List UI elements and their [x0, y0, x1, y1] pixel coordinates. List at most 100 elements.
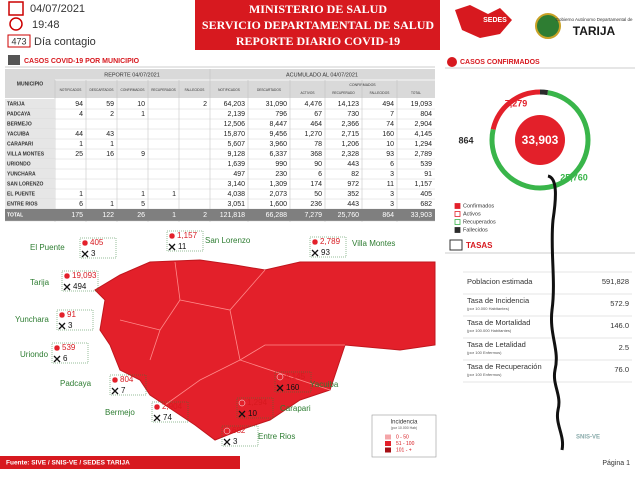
table-cell: 82 [351, 171, 359, 178]
gov-name: TARIJA [573, 24, 616, 38]
virus-icon [153, 403, 161, 411]
table-cell: 9,128 [227, 151, 245, 158]
table-cell: 3,960 [269, 141, 287, 148]
header-acum: ACUMULADO AL 04/07/2021 [286, 72, 358, 78]
table-cell: 990 [275, 161, 287, 168]
confirmed-value: 804 [120, 375, 134, 384]
table-cell: 93 [386, 151, 394, 158]
total-row-bg [5, 209, 435, 221]
calendar-icon [8, 1, 24, 16]
table-cell: 6,337 [269, 151, 287, 158]
incidence-swatch [385, 434, 391, 440]
tarija-map [94, 259, 436, 441]
table-cell: 78 [314, 141, 322, 148]
donut-title: CASOS CONFIRMADOS [460, 59, 540, 66]
report-col-header: DESCARTADOS [90, 88, 114, 92]
confirmed-value: 405 [90, 238, 104, 247]
table-cell: 494 [382, 101, 394, 108]
deaths-icon [238, 410, 246, 418]
report-col-header: CONFIRMADOS [121, 88, 145, 92]
table-cell: 8,447 [269, 121, 287, 128]
municipio-label: Tarija [30, 278, 50, 287]
date: 04/07/2021 [30, 3, 85, 15]
table-cell: 19,093 [411, 101, 433, 108]
confirm-col-header: FALLECIDOS [370, 91, 390, 95]
table-cell: 90 [314, 161, 322, 168]
incidence-swatch [385, 441, 391, 446]
deaths-value: 11 [178, 242, 187, 251]
name-cell-bg [5, 109, 55, 119]
confirmed-value: 4,145 [285, 372, 306, 381]
label-box [236, 397, 274, 419]
gov-line: Gobierno Autónomo Departamental de [555, 17, 633, 22]
municipio-name: PADCAYA [7, 111, 31, 117]
legend-swatch [454, 219, 461, 225]
total-cell: 121,818 [220, 212, 245, 219]
label-box [56, 309, 94, 331]
municipio-label: Uriondo [20, 350, 49, 359]
table-cell: 1 [79, 141, 83, 148]
municipio-name: YACUIBA [7, 131, 30, 137]
municipio-name: VILLA MONTES [7, 151, 45, 157]
tarija-crest [535, 13, 561, 39]
hand-drawn-line [547, 174, 565, 451]
municipio-label: Entre Rios [258, 432, 295, 441]
table-cell: 1 [141, 111, 145, 118]
deaths-icon [311, 249, 319, 257]
sedes-logo-shape [455, 5, 512, 38]
rate-label: Tasa de Incidencia [467, 296, 530, 305]
label-box [79, 237, 117, 259]
deaths-value: 3 [233, 437, 238, 446]
virus-icon [63, 272, 71, 280]
table-cell: 405 [420, 191, 432, 198]
name-cell-bg [5, 99, 55, 109]
label-box [109, 374, 147, 396]
municipio-label: Padcaya [60, 379, 92, 388]
name-cell-bg [5, 149, 55, 159]
table-cell: 6 [390, 161, 394, 168]
table-cell: 972 [347, 181, 359, 188]
footer-band [0, 456, 240, 469]
rate-label: Tasa de Recuperación [467, 362, 542, 371]
rate-note: (por 100 Enfermos) [467, 350, 502, 355]
table-header-bg [5, 69, 435, 98]
name-cell-bg [5, 179, 55, 189]
rate-value: 572.9 [610, 299, 629, 308]
table-cell: 5 [141, 201, 145, 208]
name-cell-bg [5, 129, 55, 139]
confirmados-header: CONFIRMADOS [349, 83, 376, 87]
page-number: Página 1 [602, 460, 630, 467]
table-cell: 10 [386, 141, 394, 148]
confirmed-value: 2,904 [162, 402, 183, 411]
municipio-name: YUNCHARA [7, 171, 36, 177]
table-cell: 4 [79, 111, 83, 118]
legend-label: Fallecidos [463, 227, 488, 233]
table-cell: 1,309 [269, 181, 287, 188]
clock-icon [9, 17, 23, 31]
incidence-legend-note: (por 10.000 Hab) [391, 426, 417, 430]
table-cell: 1 [172, 191, 176, 198]
table-cell: 64,203 [224, 101, 246, 108]
deaths-value: 6 [63, 354, 68, 363]
table-cell: 497 [233, 171, 245, 178]
table-icon [8, 55, 20, 65]
table-cell: 1 [79, 191, 83, 198]
donut-value-label: 25,760 [560, 172, 588, 182]
table-cell: 5,607 [227, 141, 245, 148]
name-cell-bg [5, 159, 55, 169]
table-cell: 352 [347, 191, 359, 198]
table-cell: 4,145 [414, 131, 432, 138]
rate-note: (por 100.000 Habitantes) [467, 328, 512, 333]
total-label: 33,903 [522, 133, 559, 147]
table-cell: 9,456 [269, 131, 287, 138]
virus-icon [81, 239, 89, 247]
rate-note: (por 10.000 Habitantes) [467, 306, 510, 311]
incidence-label: 101 - + [396, 447, 412, 453]
confirmed-value: 1,157 [177, 231, 198, 240]
table-cell: 2,328 [341, 151, 359, 158]
deaths-value: 160 [286, 383, 300, 392]
table-cell: 31,090 [266, 101, 288, 108]
table-title: CASOS COVID-19 POR MUNICIPIO [24, 58, 140, 65]
table-cell: 2,715 [341, 131, 359, 138]
